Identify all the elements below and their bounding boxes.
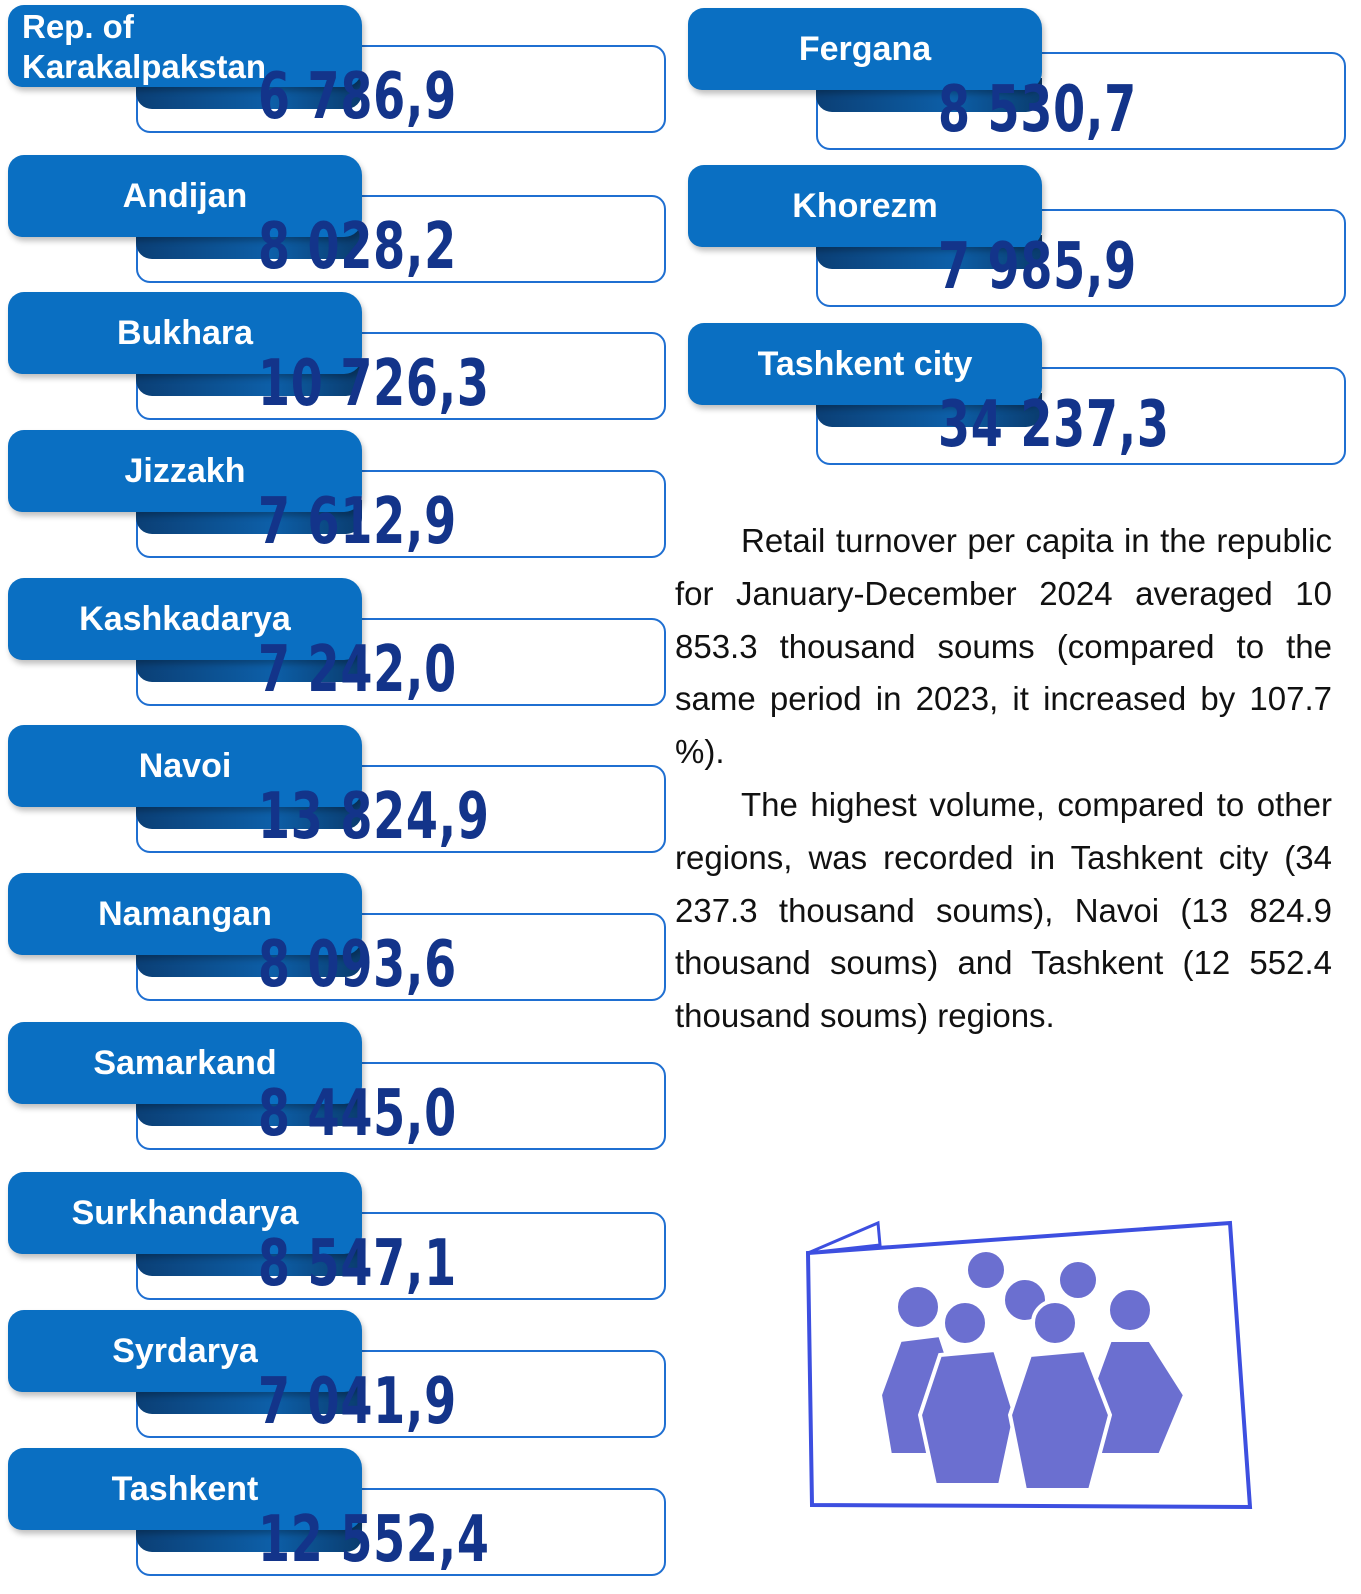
region-name: Tashkent	[8, 1448, 362, 1530]
region-name: Jizzakh	[8, 430, 362, 512]
region-name: Fergana	[688, 8, 1042, 90]
region-value: 34 237,3	[938, 388, 1170, 462]
region-card: Tashkent city 34 237,3	[688, 323, 1348, 465]
region-card: Jizzakh 7 612,9	[8, 430, 668, 560]
region-card: Samarkand 8 445,0	[8, 1022, 668, 1152]
region-value: 8 547,1	[258, 1227, 457, 1301]
region-name: Rep. of Karakalpakstan	[8, 5, 362, 87]
paragraph: The highest volume, compared to other re…	[675, 786, 1332, 1035]
region-value: 7 985,9	[938, 230, 1137, 304]
region-value: 13 824,9	[258, 780, 490, 854]
region-value: 7 041,9	[258, 1365, 457, 1439]
region-card: Rep. of Karakalpakstan 6 786,9	[8, 5, 668, 135]
region-value: 10 726,3	[258, 347, 490, 421]
region-value: 7 242,0	[258, 633, 457, 707]
region-value: 7 612,9	[258, 485, 457, 559]
paragraph: Retail turnover per capita in the republ…	[675, 522, 1332, 771]
region-value: 6 786,9	[258, 60, 457, 134]
region-card: Tashkent 12 552,4	[8, 1448, 668, 1578]
region-card: Fergana 8 530,7	[688, 8, 1348, 150]
region-card: Bukhara 10 726,3	[8, 292, 668, 422]
people-illustration	[805, 1220, 1253, 1510]
region-name: Surkhandarya	[8, 1172, 362, 1254]
region-card: Andijan 8 028,2	[8, 155, 668, 285]
region-name: Navoi	[8, 725, 362, 807]
region-card: Surkhandarya 8 547,1	[8, 1172, 668, 1302]
region-value: 8 530,7	[938, 73, 1137, 147]
region-name: Syrdarya	[8, 1310, 362, 1392]
region-card: Navoi 13 824,9	[8, 725, 668, 855]
region-name: Khorezm	[688, 165, 1042, 247]
region-name: Tashkent city	[688, 323, 1042, 405]
region-value: 8 445,0	[258, 1077, 457, 1151]
region-name: Bukhara	[8, 292, 362, 374]
region-name: Namangan	[8, 873, 362, 955]
region-name: Andijan	[8, 155, 362, 237]
region-name: Kashkadarya	[8, 578, 362, 660]
region-card: Khorezm 7 985,9	[688, 165, 1348, 307]
region-name: Samarkand	[8, 1022, 362, 1104]
region-card: Syrdarya 7 041,9	[8, 1310, 668, 1440]
region-card: Kashkadarya 7 242,0	[8, 578, 668, 708]
region-value: 12 552,4	[258, 1503, 490, 1577]
region-value: 8 093,6	[258, 928, 457, 1002]
region-value: 8 028,2	[258, 210, 457, 284]
region-card: Namangan 8 093,6	[8, 873, 668, 1003]
